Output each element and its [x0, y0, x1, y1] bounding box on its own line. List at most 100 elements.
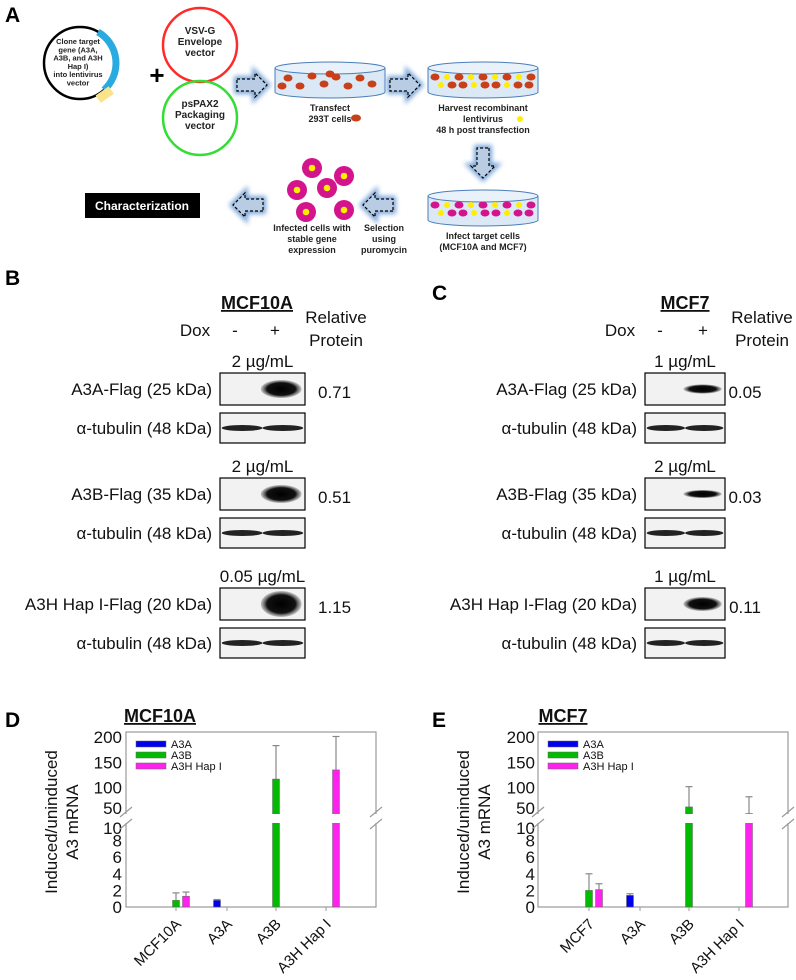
axis-break-mark [531, 818, 545, 830]
harvest-text: lentivirus [463, 114, 503, 124]
legend-swatch [547, 762, 579, 770]
transfect-text: Transfect [310, 103, 350, 113]
bar-a3a [213, 900, 221, 908]
x-tick-label: A3H Hap I [687, 916, 748, 977]
legend-swatch [135, 762, 167, 770]
dox-plus-label: + [270, 321, 280, 340]
y-tick-label: 10 [516, 819, 535, 838]
relative-protein-header: Protein [735, 331, 789, 350]
target-protein-label: A3B-Flag (35 kDa) [71, 485, 212, 504]
loading-control-label: α-tubulin (48 kDa) [77, 419, 213, 438]
target-band [683, 489, 722, 499]
blot-panel-mcf7: MCF7 Relative Protein Dox - +1 µg/mL A3A-Flag … [450, 293, 793, 659]
selection-text: using [372, 234, 396, 244]
cell-dot [513, 209, 523, 217]
axis-break-gap [124, 814, 388, 823]
cell-dot [492, 74, 498, 80]
target-dish [427, 189, 539, 227]
bar-a3b [585, 890, 593, 908]
cell-dot [447, 209, 457, 217]
harvest-text: 48 h post transfection [436, 125, 530, 135]
target-band [683, 597, 722, 611]
target-band [260, 380, 302, 398]
dox-dose-label: 1 µg/mL [654, 352, 716, 371]
packaging-vector-circle [161, 79, 239, 157]
cell-dot [478, 73, 488, 81]
dox-dose-label: 2 µg/mL [232, 352, 294, 371]
cell-dot [502, 73, 512, 81]
infected-cells [287, 158, 354, 222]
packaging-vector-text: vector [185, 121, 215, 132]
target-protein-label: A3A-Flag (25 kDa) [71, 380, 212, 399]
x-tick-label: MCF10A [131, 916, 185, 970]
dox-dose-label: 0.05 µg/mL [220, 567, 305, 586]
cell-dot [438, 210, 444, 216]
harvest-text: Harvest recombinant [438, 103, 528, 113]
axis-break-mark [119, 818, 133, 830]
legend-label: A3H Hap I [171, 761, 222, 773]
arrow-left-icon [358, 185, 396, 225]
cell-dot [343, 82, 353, 90]
y-tick-label: 0 [526, 898, 535, 917]
cell-dot [513, 81, 523, 89]
panel-label-d: D [5, 709, 20, 732]
dox-plus-label: + [698, 321, 708, 340]
cell-dot [283, 74, 293, 82]
envelope-vector-text: vector [185, 48, 215, 59]
cell-dot [430, 73, 440, 81]
tubulin-band [685, 425, 724, 431]
relative-protein-value: 0.71 [318, 383, 351, 402]
blot-row: 1 µg/mL A3H Hap I-Flag (20 kDa) 0.11 α-tubu… [450, 567, 761, 659]
selection-text: puromycin [361, 245, 407, 255]
dox-minus-label: - [232, 321, 238, 340]
y-axis-label: A3 mRNA [63, 784, 82, 860]
tubulin-band [221, 640, 263, 646]
tubulin-band [262, 640, 304, 646]
y-tick-label: 6 [526, 848, 535, 867]
cell-dot [277, 82, 287, 90]
tubulin-band [646, 530, 685, 536]
axis-break-mark [781, 806, 795, 818]
dox-dose-label: 2 µg/mL [654, 457, 716, 476]
bar-a3h-hap-i [595, 889, 603, 908]
x-tick-label: A3B [253, 916, 285, 948]
relative-protein-value: 0.11 [729, 598, 761, 617]
plasmid-text: into lentivirus [53, 70, 102, 79]
cell-dot [430, 201, 440, 209]
cell-dot [447, 81, 457, 89]
cell-dot [526, 201, 536, 209]
tubulin-band [262, 425, 304, 431]
target-protein-label: A3B-Flag (35 kDa) [496, 485, 637, 504]
y-tick-label: 8 [113, 832, 122, 851]
y-tick-label: 150 [94, 753, 122, 772]
cell-dot [444, 74, 450, 80]
chart-title: MCF10A [124, 706, 196, 726]
loading-control-label: α-tubulin (48 kDa) [502, 634, 638, 653]
cell-dot [524, 81, 534, 89]
cell-dot [471, 210, 477, 216]
legend-label: A3B [583, 750, 604, 762]
envelope-vector-text: Envelope [178, 37, 223, 48]
loading-control-label: α-tubulin (48 kDa) [502, 524, 638, 543]
y-tick-label: 10 [103, 819, 122, 838]
legend-swatch [547, 740, 579, 748]
relative-protein-header: Relative [731, 308, 792, 327]
legend-swatch [135, 740, 167, 748]
loading-control-label: α-tubulin (48 kDa) [502, 419, 638, 438]
tubulin-band [221, 425, 263, 431]
cell-dot [468, 74, 474, 80]
chart-title: MCF7 [539, 706, 588, 726]
y-tick-label: 50 [103, 799, 122, 818]
dox-dose-label: 1 µg/mL [654, 567, 716, 586]
axis-break-mark [781, 818, 795, 830]
infect-text: Infect target cells [446, 231, 520, 241]
cell-dot [458, 81, 468, 89]
y-tick-label: 2 [113, 881, 122, 900]
cell-dot [504, 210, 510, 216]
blot-row: 2 µg/mL A3B-Flag (35 kDa) 0.51 α-tubulin (4… [71, 457, 351, 549]
y-tick-label: 100 [94, 779, 122, 798]
panel-label-e: E [432, 709, 446, 732]
